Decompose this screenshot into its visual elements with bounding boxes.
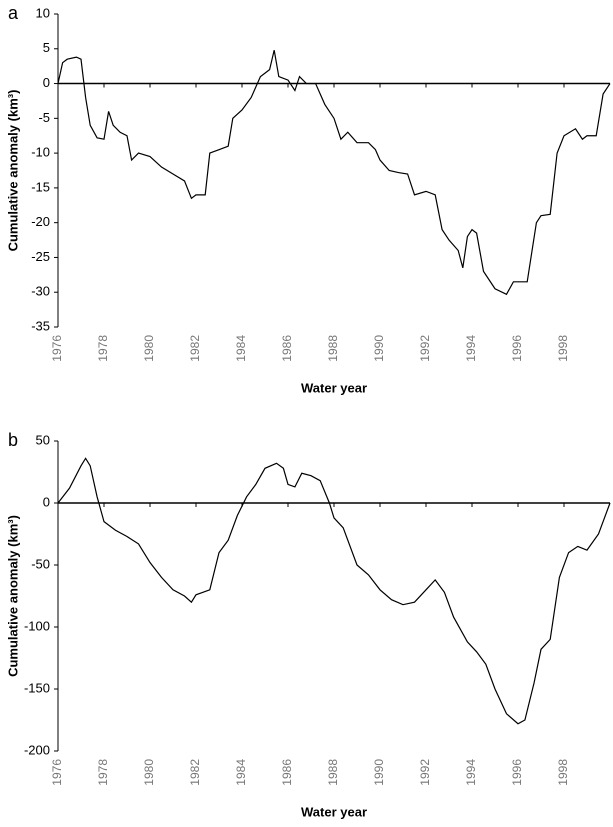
data-line	[57, 50, 611, 296]
x-tick-label: 1980	[142, 335, 156, 362]
x-tick-label: 1980	[142, 759, 156, 786]
y-tick-label: 50	[36, 432, 50, 447]
x-tick-label: 1998	[556, 335, 570, 362]
x-axis-title: Water year	[301, 380, 367, 395]
x-tick-label: 1988	[326, 335, 340, 362]
y-tick-label: -35	[31, 318, 50, 333]
y-axis-title: Cumulative anomaly (km³)	[5, 515, 20, 677]
x-tick-label: 1976	[50, 335, 64, 362]
x-tick-label: 1982	[188, 335, 202, 362]
x-tick-label: 1988	[326, 759, 340, 786]
y-axis-title: Cumulative anomaly (km³)	[5, 90, 20, 252]
x-tick-label: 1986	[280, 335, 294, 362]
y-tick-label: -100	[24, 618, 50, 633]
x-tick-label: 1978	[96, 759, 110, 786]
y-tick-label: -200	[24, 742, 50, 757]
data-line	[57, 457, 611, 725]
x-tick-label: 1984	[234, 335, 248, 362]
panel-label: a	[8, 3, 19, 23]
y-tick-label: -150	[24, 680, 50, 695]
x-tick-label: 1984	[234, 759, 248, 786]
y-tick-label: -25	[31, 249, 50, 264]
y-tick-label: -30	[31, 284, 50, 299]
y-tick-label: 0	[43, 75, 50, 90]
x-tick-label: 1976	[50, 759, 64, 786]
y-tick-label: -50	[31, 556, 50, 571]
x-tick-label: 1986	[280, 759, 294, 786]
x-tick-label: 1996	[510, 759, 524, 786]
x-tick-label: 1982	[188, 759, 202, 786]
x-tick-label: 1992	[418, 759, 432, 786]
x-tick-label: 1994	[464, 759, 478, 786]
x-tick-label: 1992	[418, 335, 432, 362]
x-axis-title: Water year	[301, 804, 367, 819]
x-tick-label: 1996	[510, 335, 524, 362]
panel-label: b	[8, 430, 18, 450]
y-tick-label: 10	[36, 5, 50, 20]
x-tick-label: 1998	[556, 759, 570, 786]
x-tick-label: 1990	[372, 335, 386, 362]
y-tick-label: -5	[38, 110, 50, 125]
y-tick-label: 5	[43, 40, 50, 55]
y-tick-label: -15	[31, 179, 50, 194]
y-tick-label: -20	[31, 214, 50, 229]
x-tick-label: 1994	[464, 335, 478, 362]
x-tick-label: 1990	[372, 759, 386, 786]
y-tick-label: -10	[31, 145, 50, 160]
y-tick-label: 0	[43, 494, 50, 509]
x-tick-label: 1978	[96, 335, 110, 362]
